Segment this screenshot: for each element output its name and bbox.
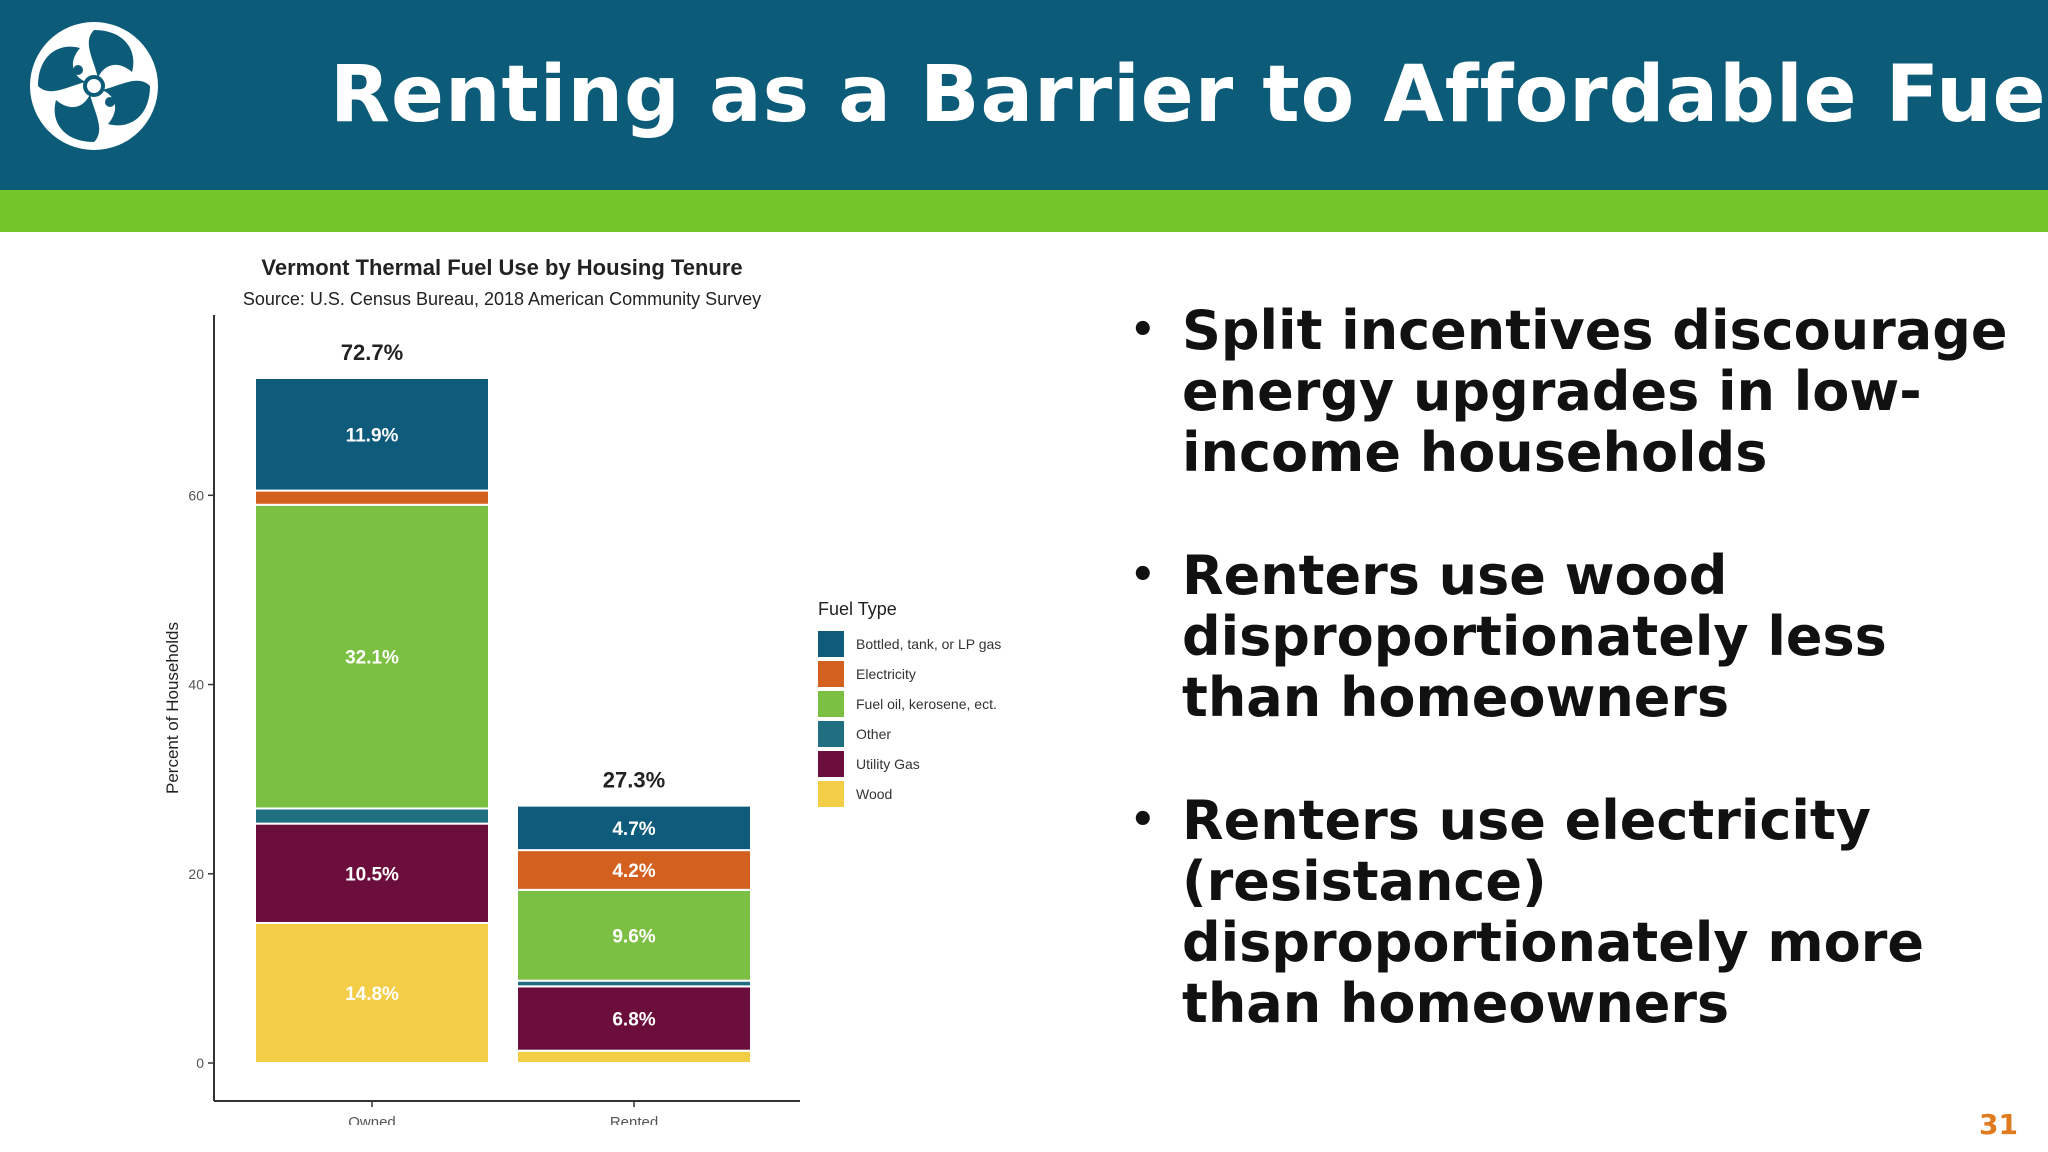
- y-tick-label: 20: [188, 866, 204, 882]
- bar-segment: [254, 822, 490, 924]
- bullet-text: Renters use electricity (resistance) dis…: [1182, 789, 1924, 1035]
- bar-segment: [516, 985, 752, 1052]
- bar-total-label: 72.7%: [341, 340, 403, 365]
- bullet-item: • Renters use electricity (resistance) di…: [1130, 789, 1924, 1035]
- legend-title: Fuel Type: [818, 599, 897, 619]
- chart-subtitle: Source: U.S. Census Bureau, 2018 America…: [243, 289, 761, 309]
- legend-swatch: [818, 691, 844, 717]
- bar-segment: [516, 1049, 752, 1065]
- legend-swatch: [818, 781, 844, 807]
- segment-label: 9.6%: [612, 926, 655, 947]
- y-axis-label: Percent of Households: [163, 622, 182, 794]
- bullet-item: • Split incentives discourage energy upgr…: [1130, 299, 2008, 484]
- bar-segment: [254, 921, 490, 1064]
- y-tick-label: 40: [188, 677, 204, 693]
- organization-logo-icon: [30, 22, 158, 150]
- legend-swatch: [818, 751, 844, 777]
- bar-segment: [254, 376, 490, 492]
- y-tick-label: 60: [188, 487, 204, 503]
- legend-label: Bottled, tank, or LP gas: [856, 636, 1001, 652]
- chart-title: Vermont Thermal Fuel Use by Housing Tenu…: [261, 255, 742, 280]
- legend-swatch: [818, 721, 844, 747]
- legend-swatch: [818, 631, 844, 657]
- legend-label: Wood: [856, 786, 892, 802]
- fuel-use-chart: Vermont Thermal Fuel Use by Housing Tenu…: [163, 255, 1001, 1125]
- legend-label: Utility Gas: [856, 756, 920, 772]
- bar-segment: [254, 489, 490, 506]
- segment-label: 32.1%: [345, 648, 399, 669]
- accent-band: [0, 190, 2048, 232]
- x-tick-label: Owned: [348, 1114, 396, 1125]
- segment-label: 11.9%: [346, 425, 399, 446]
- bar-segment: [254, 503, 490, 810]
- bullet-text: Renters use wood disproportionately less…: [1182, 544, 1887, 729]
- x-tick-label: Rented: [610, 1114, 658, 1125]
- bar-total-label: 27.3%: [603, 768, 665, 793]
- page-number: 31: [1979, 1108, 2018, 1141]
- segment-label: 6.8%: [612, 1010, 655, 1031]
- bullet-item: • Renters use wood disproportionately les…: [1130, 544, 1887, 729]
- legend-label: Electricity: [856, 666, 916, 682]
- segment-label: 10.5%: [345, 864, 399, 885]
- y-tick-label: 0: [196, 1055, 204, 1071]
- segment-label: 14.8%: [345, 984, 399, 1005]
- bar-segment: [516, 804, 752, 852]
- bar-segment: [254, 807, 490, 825]
- segment-label: 4.7%: [612, 819, 655, 840]
- slide-title: Renting as a Barrier to Affordable Fuel: [330, 50, 2048, 140]
- bullet-list: • Split incentives discourage energy upgr…: [1120, 300, 2020, 1096]
- title-bar: [0, 0, 2048, 190]
- legend-label: Other: [856, 726, 891, 742]
- legend-label: Fuel oil, kerosene, ect.: [856, 696, 997, 712]
- segment-label: 4.2%: [612, 861, 655, 882]
- legend-swatch: [818, 661, 844, 687]
- bullet-text: Split incentives discourage energy upgra…: [1182, 299, 2008, 484]
- bar-segment: [516, 849, 752, 891]
